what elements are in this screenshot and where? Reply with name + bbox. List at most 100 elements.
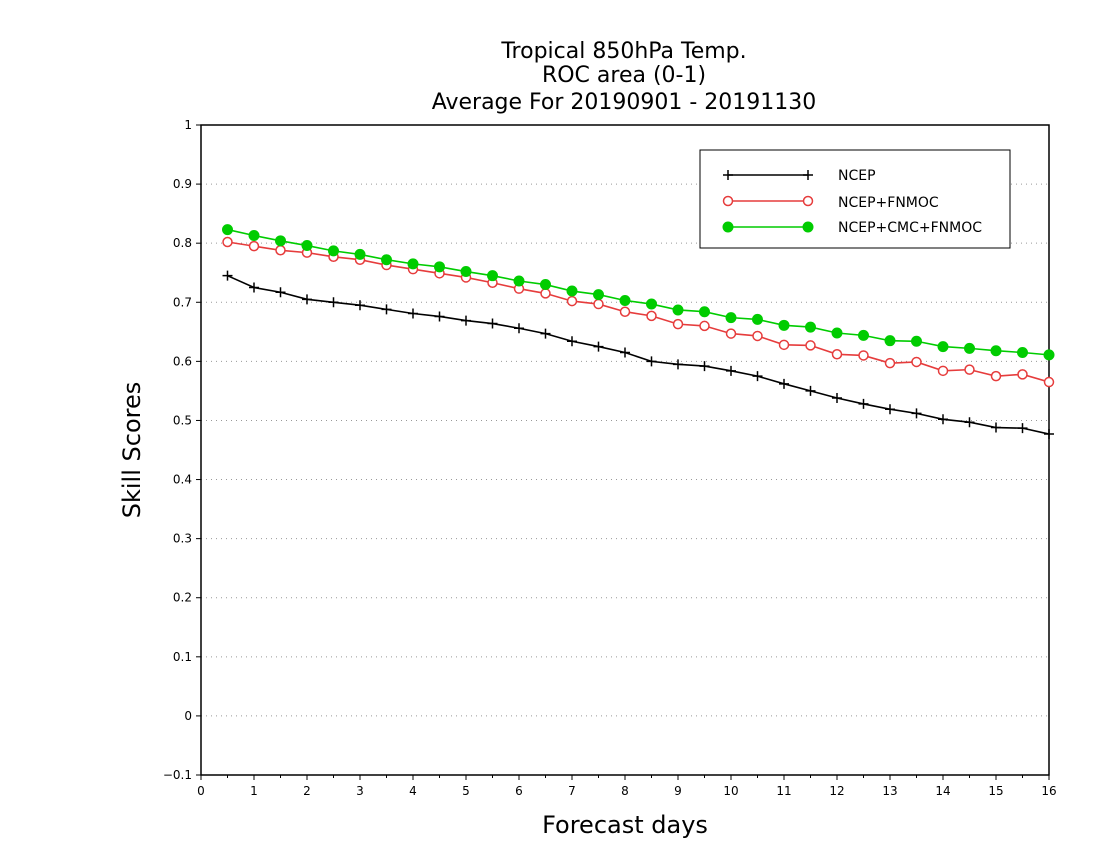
legend-marker-ncep bbox=[803, 170, 813, 180]
data-point-ncep-cmc-fnmoc bbox=[328, 245, 339, 257]
data-point-ncep bbox=[911, 408, 922, 419]
series-ncep bbox=[222, 270, 1054, 440]
data-point-ncep bbox=[646, 356, 657, 367]
y-tick-label: 0.1 bbox=[173, 650, 192, 664]
y-tick-label: −0.1 bbox=[163, 768, 192, 782]
x-tick-label: 7 bbox=[568, 784, 576, 798]
data-point-ncep bbox=[938, 414, 948, 425]
data-point-ncep-cmc-fnmoc bbox=[566, 285, 578, 297]
data-point-ncep-cmc-fnmoc bbox=[937, 341, 949, 353]
data-point-ncep-cmc-fnmoc bbox=[222, 224, 233, 236]
data-point-ncep-cmc-fnmoc bbox=[381, 254, 392, 266]
data-point-ncep bbox=[461, 315, 471, 326]
data-point-ncep-fnmoc bbox=[248, 240, 260, 252]
data-point-ncep bbox=[1044, 429, 1054, 440]
y-tick-label: 0.3 bbox=[173, 532, 192, 546]
data-point-ncep-cmc-fnmoc bbox=[911, 335, 922, 347]
y-tick-label: 0.2 bbox=[173, 591, 192, 605]
legend-marker-ncep bbox=[723, 170, 733, 180]
chart-title-line-2: ROC area (0-1) bbox=[542, 63, 706, 88]
chart-title-line-3: Average For 20190901 - 20191130 bbox=[432, 90, 817, 115]
x-tick-label: 3 bbox=[356, 784, 364, 798]
data-point-ncep-cmc-fnmoc bbox=[248, 230, 260, 241]
data-point-ncep-fnmoc bbox=[831, 349, 843, 360]
data-point-ncep-fnmoc bbox=[752, 330, 763, 342]
data-point-ncep bbox=[514, 323, 524, 334]
data-point-ncep-fnmoc bbox=[566, 295, 578, 307]
data-point-ncep-cmc-fnmoc bbox=[487, 270, 498, 282]
data-point-ncep bbox=[593, 341, 604, 352]
x-tick-label: 10 bbox=[723, 784, 738, 798]
x-tick-label: 0 bbox=[197, 784, 205, 798]
data-point-ncep-cmc-fnmoc bbox=[275, 235, 286, 247]
data-point-ncep-cmc-fnmoc bbox=[593, 289, 604, 301]
data-point-ncep-cmc-fnmoc bbox=[1043, 349, 1055, 361]
data-point-ncep bbox=[673, 359, 683, 370]
data-point-ncep-fnmoc bbox=[858, 350, 869, 361]
data-point-ncep bbox=[328, 297, 339, 308]
data-point-ncep-fnmoc bbox=[911, 356, 922, 368]
axis-ticks: −0.100.10.20.30.40.50.60.70.80.910 1 2 3 4 5 6… bbox=[163, 118, 1057, 798]
y-tick-label: 0.8 bbox=[173, 236, 192, 250]
data-point-ncep-fnmoc bbox=[990, 370, 1002, 382]
series-ncep-cmc-fnmoc bbox=[222, 224, 1055, 361]
data-point-ncep-fnmoc bbox=[672, 318, 684, 330]
x-tick-label: 15 bbox=[988, 784, 1003, 798]
x-axis-label: Forecast days bbox=[542, 811, 708, 839]
legend-box bbox=[699, 149, 1011, 249]
data-point-ncep bbox=[964, 417, 975, 428]
chart-title-line-1: Tropical 850hPa Temp. bbox=[500, 39, 746, 64]
data-point-ncep bbox=[779, 378, 789, 389]
data-point-ncep bbox=[567, 336, 577, 347]
data-point-ncep-cmc-fnmoc bbox=[752, 313, 763, 325]
data-point-ncep-fnmoc bbox=[593, 298, 604, 310]
data-point-ncep-cmc-fnmoc bbox=[646, 298, 657, 310]
data-point-ncep bbox=[434, 311, 445, 322]
data-point-ncep-fnmoc bbox=[1043, 376, 1055, 388]
data-point-ncep bbox=[1017, 423, 1028, 434]
data-point-ncep-fnmoc bbox=[937, 365, 949, 377]
data-point-ncep-cmc-fnmoc bbox=[964, 342, 975, 354]
data-point-ncep-fnmoc bbox=[1017, 369, 1028, 380]
grid-lines bbox=[201, 183, 1049, 717]
data-point-ncep bbox=[275, 287, 286, 298]
data-point-ncep-fnmoc bbox=[884, 357, 896, 369]
data-point-ncep-cmc-fnmoc bbox=[460, 266, 472, 278]
data-point-ncep-fnmoc bbox=[964, 364, 975, 375]
data-point-ncep-fnmoc bbox=[646, 310, 657, 322]
y-tick-label: 0.7 bbox=[173, 295, 192, 309]
y-tick-label: 1 bbox=[184, 118, 192, 132]
data-point-ncep-cmc-fnmoc bbox=[407, 258, 419, 270]
x-tick-label: 5 bbox=[462, 784, 470, 798]
legend: NCEP NCEP+FNMOC NCEP+CMC+FNMOC bbox=[699, 149, 1011, 249]
data-point-ncep bbox=[222, 270, 233, 281]
data-point-ncep bbox=[858, 398, 869, 409]
data-point-ncep-cmc-fnmoc bbox=[884, 335, 896, 347]
data-point-ncep bbox=[699, 361, 710, 372]
data-point-ncep bbox=[752, 371, 763, 382]
y-tick-label: 0.9 bbox=[173, 177, 192, 191]
data-point-ncep bbox=[805, 385, 816, 396]
x-tick-label: 6 bbox=[515, 784, 523, 798]
data-point-ncep-cmc-fnmoc bbox=[1017, 347, 1028, 358]
x-tick-label: 11 bbox=[776, 784, 791, 798]
data-point-ncep-cmc-fnmoc bbox=[513, 275, 525, 287]
y-tick-label: 0 bbox=[184, 709, 192, 723]
x-tick-label: 2 bbox=[303, 784, 311, 798]
data-point-ncep-fnmoc bbox=[619, 306, 631, 317]
data-point-ncep-cmc-fnmoc bbox=[990, 345, 1002, 357]
data-point-ncep bbox=[487, 318, 498, 329]
data-point-ncep-fnmoc bbox=[540, 288, 551, 299]
data-point-ncep-cmc-fnmoc bbox=[540, 279, 551, 291]
series-line-ncep-fnmoc bbox=[227, 241, 1050, 383]
data-point-ncep bbox=[355, 300, 365, 311]
data-point-ncep-cmc-fnmoc bbox=[858, 329, 869, 341]
data-point-ncep-fnmoc bbox=[805, 340, 816, 351]
data-point-ncep bbox=[381, 304, 392, 315]
x-tick-label: 13 bbox=[882, 784, 897, 798]
data-point-ncep-cmc-fnmoc bbox=[805, 321, 816, 333]
data-point-ncep bbox=[885, 404, 895, 415]
legend-label-ncep-cmc-fnmoc: NCEP+CMC+FNMOC bbox=[838, 220, 982, 236]
data-point-ncep bbox=[540, 328, 551, 339]
